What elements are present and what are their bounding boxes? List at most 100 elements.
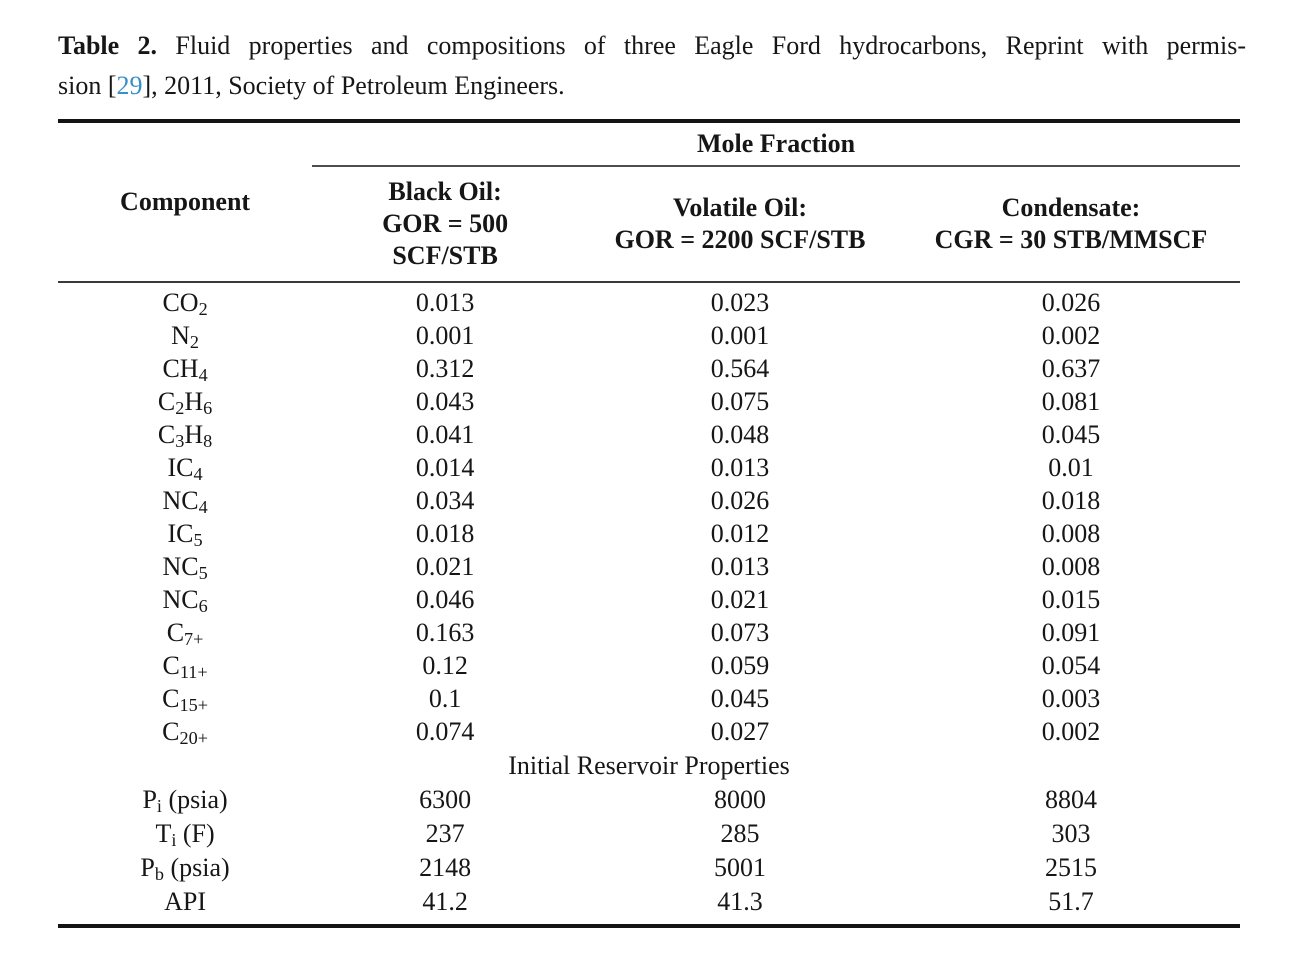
value-cell: 0.008 (1041, 519, 1101, 548)
row-label: CH4 (162, 354, 208, 385)
value-cell: 0.026 (710, 486, 770, 515)
row-label: IC4 (167, 453, 203, 484)
component-row: NC5 0.021 0.013 0.008 (58, 550, 1240, 583)
value-cell: 0.015 (1041, 585, 1101, 614)
value-cell: 0.001 (710, 321, 770, 350)
section-row: Initial Reservoir Properties (58, 748, 1240, 782)
row-label: C3H8 (157, 420, 213, 451)
caption-line1-text: Fluid properties and compositions of thr… (157, 31, 1246, 60)
component-column-header: Component (58, 121, 313, 283)
component-row: IC4 0.014 0.013 0.01 (58, 451, 1240, 484)
value-cell: 0.045 (1041, 420, 1101, 449)
table-2: Component Mole Fraction Black Oil: GOR =… (58, 119, 1240, 928)
value-cell: 0.043 (415, 387, 475, 416)
value-cell: 51.7 (1048, 886, 1094, 916)
value-cell: 0.054 (1041, 651, 1101, 680)
mole-fraction-group-header: Mole Fraction (312, 121, 1240, 167)
citation-link[interactable]: 29 (116, 71, 143, 100)
value-cell: 285 (720, 818, 760, 848)
value-cell: 0.013 (710, 552, 770, 581)
value-cell: 0.027 (710, 717, 770, 746)
value-cell: 0.002 (1041, 321, 1101, 350)
row-label: C20+ (162, 717, 208, 748)
value-cell: 0.163 (415, 618, 475, 647)
value-cell: 0.059 (710, 651, 770, 680)
property-row: API 41.2 41.3 51.7 (58, 884, 1240, 926)
value-cell: 0.045 (710, 684, 770, 713)
component-row: C20+ 0.074 0.027 0.002 (58, 715, 1240, 748)
value-cell: 0.018 (415, 519, 475, 548)
row-label: IC5 (167, 519, 203, 550)
value-cell: 0.046 (415, 585, 475, 614)
value-cell: 41.2 (422, 886, 468, 916)
column-header-row: Black Oil: GOR = 500 SCF/STB Volatile Oi… (58, 166, 1240, 283)
component-row: C7+ 0.163 0.073 0.091 (58, 616, 1240, 649)
group-header-row: Component Mole Fraction (58, 121, 1240, 283)
component-row: C15+ 0.1 0.045 0.003 (58, 682, 1240, 715)
property-row: Ti (F) 237 285 303 (58, 816, 1240, 850)
caption-label: Table 2. (58, 31, 158, 60)
value-cell: 0.023 (710, 288, 770, 317)
column-header-condensate: Condensate: CGR = 30 STB/MMSCF (901, 166, 1240, 283)
section-header: Initial Reservoir Properties (508, 750, 790, 780)
value-cell: 0.12 (422, 651, 468, 680)
value-cell: 0.021 (415, 552, 475, 581)
value-cell: 0.041 (415, 420, 475, 449)
value-cell: 0.564 (710, 354, 770, 383)
value-cell: 0.073 (710, 618, 770, 647)
value-cell: 0.013 (710, 453, 770, 482)
value-cell: 0.001 (415, 321, 475, 350)
component-row: C3H8 0.041 0.048 0.045 (58, 418, 1240, 451)
value-cell: 0.013 (415, 288, 475, 317)
component-row: IC5 0.018 0.012 0.008 (58, 517, 1240, 550)
component-row: C11+ 0.12 0.059 0.054 (58, 649, 1240, 682)
property-row: Pi (psia) 6300 8000 8804 (58, 782, 1240, 816)
caption-line2-post: ], 2011, Society of Petroleum Engineers. (142, 71, 565, 100)
value-cell: 0.081 (1041, 387, 1101, 416)
value-cell: 0.637 (1041, 354, 1101, 383)
value-cell: 8000 (713, 784, 766, 814)
row-label: NC5 (162, 552, 208, 583)
component-row: CO2 0.013 0.023 0.026 (58, 282, 1240, 319)
value-cell: 41.3 (717, 886, 763, 916)
row-label: C11+ (162, 651, 208, 682)
value-cell: 0.003 (1041, 684, 1101, 713)
row-label: N2 (171, 321, 199, 352)
table-caption: Table 2. Fluid properties and compositio… (58, 26, 1246, 106)
component-row: CH4 0.312 0.564 0.637 (58, 352, 1240, 385)
fluid-properties-table: Component Mole Fraction Black Oil: GOR =… (58, 119, 1240, 928)
value-cell: 0.021 (710, 585, 770, 614)
row-label: Pi (psia) (142, 784, 228, 816)
table-body: CO2 0.013 0.023 0.026 N2 0.001 0.001 0.002 CH4 0.… (58, 282, 1240, 926)
value-cell: 0.312 (415, 354, 475, 383)
row-label: API (164, 886, 207, 916)
value-cell: 2515 (1044, 852, 1097, 882)
component-row: C2H6 0.043 0.075 0.081 (58, 385, 1240, 418)
value-cell: 0.012 (710, 519, 770, 548)
caption-line-1: Table 2. Fluid properties and compositio… (58, 26, 1246, 66)
value-cell: 5001 (713, 852, 766, 882)
value-cell: 8804 (1044, 784, 1097, 814)
value-cell: 0.1 (428, 684, 462, 713)
row-label: CO2 (162, 288, 208, 319)
row-label: C2H6 (157, 387, 213, 418)
caption-line-2: sion [29], 2011, Society of Petroleum En… (58, 66, 1246, 106)
row-label: NC4 (162, 486, 208, 517)
row-label: C7+ (166, 618, 204, 649)
component-row: NC4 0.034 0.026 0.018 (58, 484, 1240, 517)
column-header-volatile-oil: Volatile Oil: GOR = 2200 SCF/STB (578, 166, 902, 283)
value-cell: 0.075 (710, 387, 770, 416)
value-cell: 237 (425, 818, 465, 848)
value-cell: 2148 (419, 852, 472, 882)
value-cell: 0.026 (1041, 288, 1101, 317)
value-cell: 0.018 (1041, 486, 1101, 515)
caption-line2-pre: sion [ (58, 71, 117, 100)
row-label: Ti (F) (155, 818, 215, 850)
component-row: NC6 0.046 0.021 0.015 (58, 583, 1240, 616)
column-header-black-oil: Black Oil: GOR = 500 SCF/STB (312, 166, 579, 283)
row-label: Pb (psia) (140, 852, 230, 884)
row-label: C15+ (162, 684, 208, 715)
value-cell: 0.01 (1048, 453, 1094, 482)
value-cell: 0.074 (415, 717, 475, 746)
